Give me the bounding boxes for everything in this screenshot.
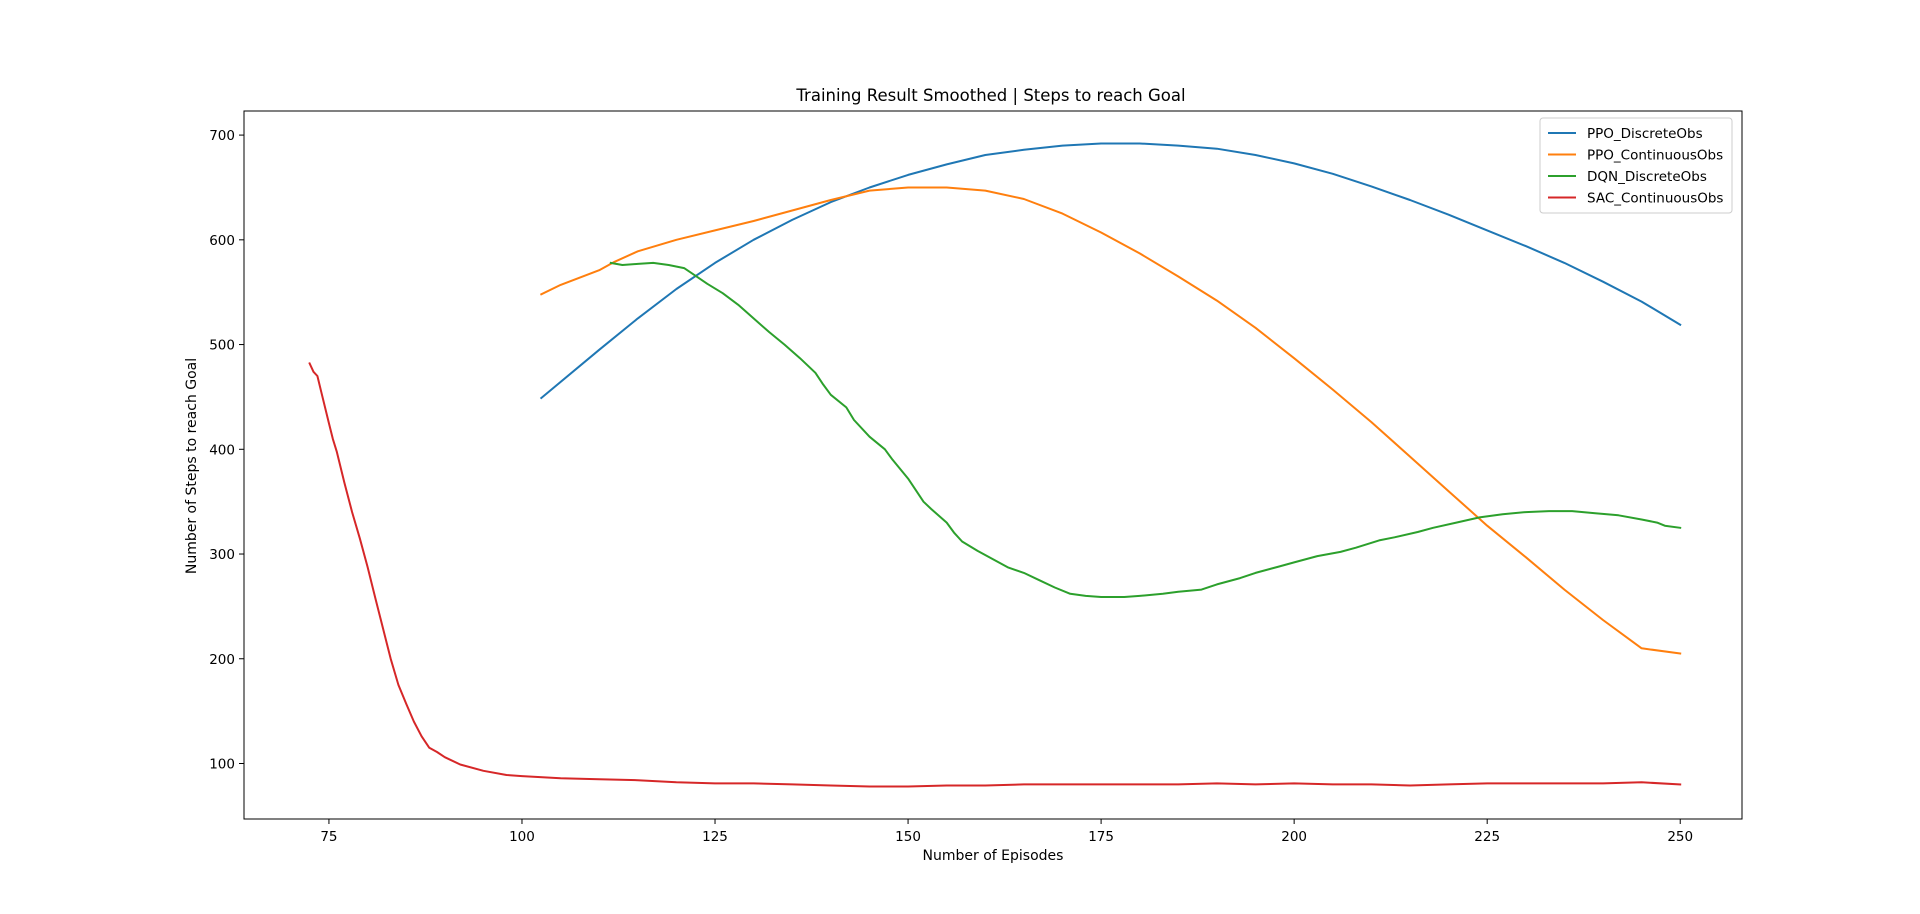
- series-layer: [308, 142, 1682, 788]
- x-tick-label: 100: [509, 829, 535, 845]
- x-axis-label: Number of Episodes: [923, 848, 1064, 864]
- legend-label-PPO_ContinuousObs: PPO_ContinuousObs: [1587, 148, 1723, 164]
- legend-label-PPO_DiscreteObs: PPO_DiscreteObs: [1587, 126, 1703, 142]
- x-axis: 75 100 125 150 175 200 225 250: [320, 819, 1693, 845]
- legend-label-DQN_DiscreteObs: DQN_DiscreteObs: [1587, 169, 1707, 185]
- chart-title: Training Result Smoothed | Steps to reac…: [795, 86, 1185, 105]
- y-tick-label: 400: [209, 442, 235, 458]
- x-tick-label: 250: [1667, 829, 1693, 845]
- y-axis: 100 200 300 400 500 600 700: [209, 128, 244, 772]
- y-tick-label: 300: [209, 547, 235, 563]
- x-tick-label: 200: [1281, 829, 1307, 845]
- x-tick-label: 75: [320, 829, 337, 845]
- x-tick-label: 175: [1088, 829, 1114, 845]
- series-line-DQN_DiscreteObs: [609, 261, 1682, 598]
- y-tick-label: 100: [209, 756, 235, 772]
- x-tick-label: 125: [702, 829, 728, 845]
- series-line-SAC_ContinuousObs: [308, 362, 1682, 788]
- series-line-PPO_DiscreteObs: [539, 142, 1682, 400]
- legend-box: [1539, 117, 1733, 214]
- y-tick-label: 600: [209, 233, 235, 249]
- x-tick-label: 150: [895, 829, 921, 845]
- x-tick-label: 225: [1474, 829, 1500, 845]
- y-tick-label: 200: [209, 652, 235, 668]
- y-tick-label: 500: [209, 338, 235, 354]
- legend: PPO_DiscreteObs PPO_ContinuousObs DQN_Disc…: [1539, 117, 1733, 214]
- y-tick-label: 700: [209, 128, 235, 144]
- series-line-PPO_ContinuousObs: [539, 186, 1682, 655]
- plot-frame: [243, 110, 1743, 820]
- y-axis-label: Number of Steps to reach Goal: [184, 358, 200, 574]
- legend-label-SAC_ContinuousObs: SAC_ContinuousObs: [1587, 191, 1723, 207]
